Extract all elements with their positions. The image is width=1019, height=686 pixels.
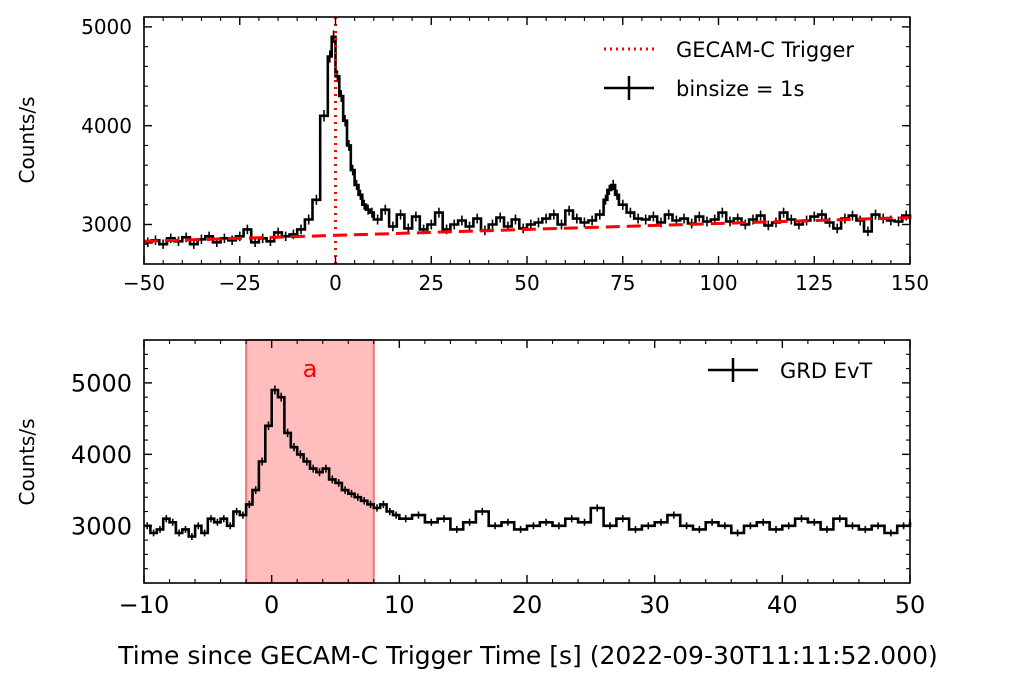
bottom-panel: −10 0 10 20 30 40 50 3000 4000 5000 Counts/s a GR… bbox=[15, 339, 926, 619]
bottom-ytick-label: 3000 bbox=[71, 512, 132, 540]
top-xtick-label: 150 bbox=[891, 271, 929, 295]
bottom-ytick-label: 5000 bbox=[71, 370, 132, 398]
top-ticks: −50 −25 0 25 50 75 100 125 150 3000 4000 5000 bbox=[81, 15, 929, 295]
bottom-ylabel: Counts/s bbox=[15, 419, 39, 506]
top-xtick-label: 100 bbox=[699, 271, 737, 295]
top-xtick-label: −25 bbox=[219, 271, 261, 295]
top-ytick-label: 5000 bbox=[81, 15, 132, 39]
top-xtick-label: 125 bbox=[795, 271, 833, 295]
top-xtick-label: 25 bbox=[419, 271, 444, 295]
top-series-step-line bbox=[144, 35, 912, 246]
background-fit-line bbox=[143, 216, 911, 243]
top-ytick-label: 3000 bbox=[81, 213, 132, 237]
top-plot-area bbox=[143, 17, 912, 264]
top-xtick-label: 50 bbox=[514, 271, 539, 295]
bottom-ticks: −10 0 10 20 30 40 50 3000 4000 5000 bbox=[71, 339, 926, 619]
top-legend: GECAM-C Trigger binsize = 1s bbox=[604, 38, 854, 101]
bottom-plot-area bbox=[144, 385, 912, 540]
legend-binsize-label: binsize = 1s bbox=[676, 77, 804, 101]
bottom-xtick-label: 20 bbox=[512, 591, 543, 619]
bottom-xtick-label: 30 bbox=[639, 591, 670, 619]
top-xtick-label: −50 bbox=[123, 271, 165, 295]
bottom-series-step-line bbox=[144, 388, 912, 538]
bottom-xtick-label: 40 bbox=[767, 591, 798, 619]
top-xtick-label: 0 bbox=[329, 271, 342, 295]
bottom-xtick-label: 10 bbox=[384, 591, 415, 619]
top-xtick-label: 75 bbox=[610, 271, 635, 295]
bottom-xtick-label: 50 bbox=[895, 591, 926, 619]
shaded-region-label: a bbox=[303, 355, 318, 383]
legend-grd-label: GRD EvT bbox=[780, 359, 872, 383]
top-panel: −50 −25 0 25 50 75 100 125 150 3000 4000 5000 Count… bbox=[15, 15, 929, 295]
bottom-legend: GRD EvT bbox=[708, 358, 872, 383]
x-axis-label: Time since GECAM-C Trigger Time [s] (202… bbox=[117, 641, 938, 670]
bottom-xtick-label: 0 bbox=[264, 591, 279, 619]
bottom-ytick-label: 4000 bbox=[71, 441, 132, 469]
bottom-xtick-label: −10 bbox=[119, 591, 170, 619]
top-ytick-label: 4000 bbox=[81, 114, 132, 138]
legend-trigger-label: GECAM-C Trigger bbox=[676, 38, 854, 62]
top-ylabel: Counts/s bbox=[15, 97, 39, 184]
